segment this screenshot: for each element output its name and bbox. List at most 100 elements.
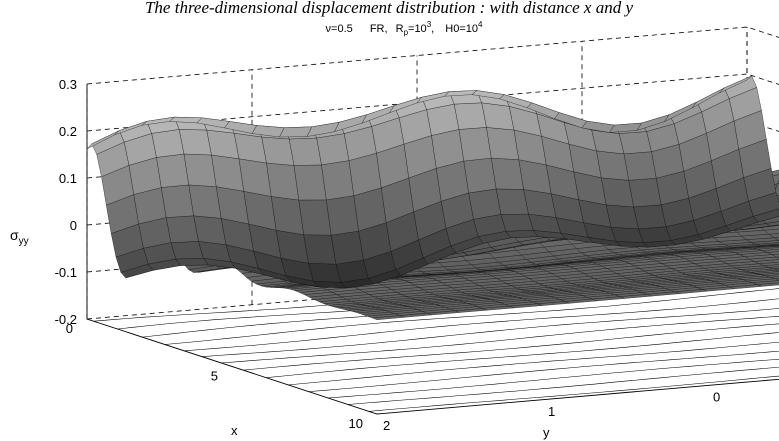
surface-cell — [175, 258, 209, 266]
stress-surface — [86, 75, 779, 320]
surface-cell — [763, 264, 779, 268]
surface-cell — [638, 226, 672, 243]
z-axis-label: σyy — [10, 227, 29, 247]
title-rp-value: =10 — [408, 23, 427, 35]
title-h0-exp: 4 — [478, 20, 483, 29]
title-mode: FR, — [370, 23, 388, 35]
contour-line — [368, 375, 779, 412]
surface-cell — [628, 178, 662, 208]
surface-cell — [500, 213, 534, 232]
title-rp-exp: 3 — [427, 20, 432, 29]
z-tick-label: 0.2 — [59, 124, 77, 139]
z-tick-label: -0.2 — [55, 312, 77, 327]
surface-cell — [763, 228, 779, 235]
surface-cell — [610, 227, 644, 243]
title-nu: ν=0.5 — [326, 23, 353, 35]
surface-cell — [266, 162, 300, 201]
contour-line — [201, 308, 779, 357]
surface-cell — [765, 274, 779, 278]
surface-cell — [505, 230, 539, 238]
surface-cell — [762, 249, 779, 253]
contour-line — [164, 288, 779, 345]
surface-cell — [188, 184, 222, 219]
surface-cell — [468, 188, 502, 220]
surface-cell — [326, 195, 359, 236]
surface-cell — [486, 127, 520, 160]
surface-cell — [771, 253, 779, 258]
surface-cell — [596, 150, 630, 181]
contour-line — [243, 323, 779, 371]
surface-cell — [151, 129, 185, 158]
surface-cell — [261, 136, 295, 166]
surface-cell — [773, 237, 779, 241]
contour-line — [328, 358, 779, 399]
surface-cell — [288, 137, 322, 166]
surface-cell — [623, 151, 657, 181]
surface-cell — [605, 204, 639, 230]
contour-line — [288, 341, 779, 386]
grid-line — [86, 73, 779, 132]
contour-line — [308, 350, 779, 392]
surface-cell — [463, 157, 497, 194]
surface-cell — [178, 129, 212, 156]
y-tick-label: 2 — [383, 418, 390, 433]
surface-cell — [161, 184, 194, 218]
surface-cell — [458, 127, 492, 162]
contour-line — [183, 298, 779, 352]
y-tick-label: 1 — [548, 404, 555, 419]
title-rp-comma: , — [431, 23, 434, 35]
surface-cell — [768, 233, 779, 238]
z-tick-label: 0 — [70, 218, 77, 233]
surface-cell — [271, 196, 304, 235]
x-tick-label: 0 — [66, 321, 73, 336]
surface-cell — [495, 188, 529, 215]
surface-cell — [170, 241, 204, 260]
surface-cell — [719, 75, 752, 93]
x-tick-label: 5 — [211, 369, 218, 384]
surface-cell — [491, 157, 524, 190]
axis-line — [86, 84, 779, 415]
title-rp-sub: p — [404, 28, 409, 37]
surface-cell — [156, 153, 190, 188]
surface-cell — [321, 160, 354, 201]
z-tick-label: 0.3 — [59, 77, 77, 92]
surface-cell — [765, 221, 779, 227]
surface-cell — [303, 234, 337, 265]
chart-title: ν=0.5 FR, Rp=103, H0=104 — [326, 20, 483, 37]
surface-cell — [618, 131, 652, 155]
y-axis-label: y — [543, 425, 550, 440]
floor-contours — [93, 267, 779, 412]
z-tick-label: -0.1 — [55, 265, 77, 280]
title-rp-base: R — [396, 23, 404, 35]
grid-line — [86, 26, 779, 85]
contour-line — [221, 316, 779, 364]
figure-caption: The three-dimensional displacement distr… — [145, 0, 634, 17]
z-tick-label: 0.1 — [59, 171, 77, 186]
y-tick-label: 0 — [713, 390, 720, 405]
surface-cell — [211, 154, 245, 192]
grid-line — [86, 261, 779, 320]
surface-cell — [316, 133, 350, 166]
surface-cell — [298, 199, 332, 236]
x-axis-label: x — [231, 423, 238, 438]
surface-cell — [183, 153, 217, 187]
surface-cell — [633, 204, 667, 230]
x-tick-label: 10 — [349, 416, 363, 431]
surface-cell — [601, 177, 634, 208]
axes-box — [86, 84, 779, 415]
surface-cell — [431, 129, 464, 169]
surface-cell — [308, 263, 342, 283]
surface-cell — [348, 152, 382, 196]
title-h0: H0=10 — [445, 23, 478, 35]
surface-cell — [774, 278, 779, 281]
surface-cell — [279, 126, 313, 138]
z-label-sub: yy — [19, 236, 29, 247]
surface-cell — [453, 102, 487, 130]
surface-cell — [193, 215, 227, 245]
surface-cell — [768, 266, 779, 269]
surface-cell — [238, 158, 272, 197]
surface-cell — [165, 215, 199, 243]
contour-line — [347, 366, 779, 405]
